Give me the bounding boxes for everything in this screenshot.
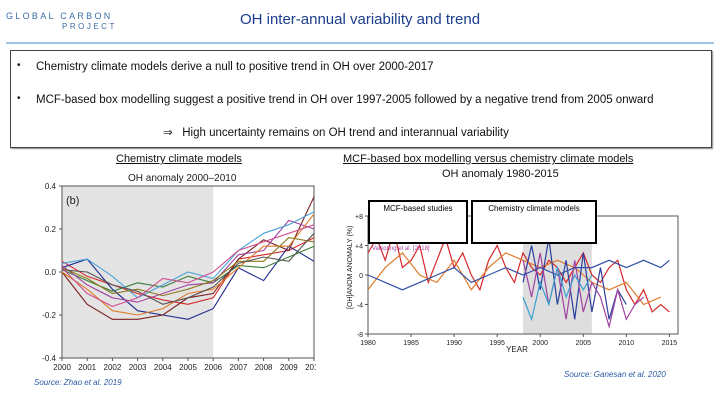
x-tick-label: 2005	[575, 340, 591, 347]
y-tick-label: 0	[359, 273, 363, 280]
bullet-marker: •	[17, 93, 21, 104]
anomaly-series-line	[367, 228, 670, 313]
right-chart-xlabel: YEAR	[506, 345, 528, 354]
right-panel-subheading: OH anomaly 1980-2015	[442, 168, 559, 180]
x-tick-label: 2006	[204, 363, 222, 372]
model-series-line	[61, 237, 315, 297]
implies-arrow-icon: ⇒	[163, 127, 173, 139]
bullet-box: • Chemistry climate models derive a null…	[10, 50, 712, 148]
model-series-line	[61, 211, 315, 299]
ccm-label: Chemistry climate models	[488, 204, 580, 213]
bullet-text: MCF-based box modelling suggest a positi…	[36, 94, 654, 106]
logo-line2: PROJECT	[62, 22, 117, 31]
y-tick-label: +8	[355, 214, 363, 221]
right-chart-ylabel: [OH]ANOM ANOMALY (%)	[347, 226, 354, 309]
x-tick-label: 2003	[129, 363, 147, 372]
x-tick-label: 2000	[53, 363, 71, 372]
x-tick-label: 2002	[104, 363, 122, 372]
mcf-studies-label: MCF-based studies	[383, 204, 453, 213]
left-source-note: Source: Zhao et al. 2019	[34, 378, 122, 387]
ccm-box: Chemistry climate models	[471, 200, 597, 244]
logo-line1: GLOBAL CARBON	[6, 11, 113, 21]
right-source-note: Source: Ganesan et al. 2020	[564, 370, 666, 379]
x-tick-label: 1980	[360, 340, 376, 347]
left-chart-title: OH anomaly 2000–2010	[128, 173, 237, 184]
y-tick-label: 0.2	[45, 225, 57, 234]
x-tick-label: 2008	[255, 363, 273, 372]
y-tick-label: +4	[355, 244, 363, 251]
x-tick-label: 2005	[179, 363, 197, 372]
y-tick-label: -0.2	[42, 311, 56, 320]
anomaly-series-line	[522, 252, 644, 329]
y-tick-label: 0.4	[45, 182, 57, 191]
left-chart-panel-label: (b)	[66, 195, 79, 207]
x-tick-label: 2001	[78, 363, 96, 372]
anomaly-series-line	[367, 259, 670, 291]
x-tick-label: 2000	[532, 340, 548, 347]
model-series-line	[61, 224, 315, 307]
x-tick-label: 2010	[305, 363, 316, 372]
y-tick-label: -4	[357, 303, 363, 310]
y-tick-label: -0.4	[42, 354, 56, 363]
right-panel-heading: MCF-based box modelling versus chemistry…	[343, 153, 634, 165]
title-divider	[6, 42, 714, 44]
model-series-line	[61, 213, 315, 316]
y-tick-label: -8	[357, 332, 363, 339]
anomaly-series-line	[367, 252, 662, 306]
conclusion-text: High uncertainty remains on OH trend and…	[182, 127, 509, 139]
y-tick-label: 0.0	[45, 268, 57, 277]
slide-title: OH inter-annual variability and trend	[239, 11, 481, 28]
bullet-marker: •	[17, 60, 21, 71]
x-tick-label: 2015	[662, 340, 678, 347]
bullet-text: Chemistry climate models derive a null t…	[36, 61, 434, 73]
model-series-line	[61, 245, 315, 320]
legend-entry: Valkoring et al. [2018]	[372, 246, 430, 252]
x-tick-label: 1995	[489, 340, 505, 347]
x-tick-label: 2004	[154, 363, 172, 372]
conclusion-line: ⇒ High uncertainty remains on OH trend a…	[163, 125, 509, 139]
x-tick-label: 1985	[403, 340, 419, 347]
mcf-studies-box: MCF-based studies	[368, 200, 468, 244]
x-tick-label: 2010	[619, 340, 635, 347]
x-tick-label: 2007	[230, 363, 248, 372]
x-tick-label: 1990	[446, 340, 462, 347]
anomaly-series-line	[522, 265, 593, 322]
anomaly-series-line	[522, 238, 627, 320]
model-series-line	[61, 245, 315, 292]
model-series-line	[61, 219, 315, 303]
x-tick-label: 2009	[280, 363, 298, 372]
model-series-line	[61, 232, 315, 305]
global-carbon-project-logo: GLOBAL CARBON PROJECT	[6, 8, 114, 42]
left-panel-heading: Chemistry climate models	[116, 153, 242, 165]
left-chart: OH anomaly 2000–2010 (b) 0.4 0.2 0.0 -0.2 -0…	[42, 173, 316, 372]
